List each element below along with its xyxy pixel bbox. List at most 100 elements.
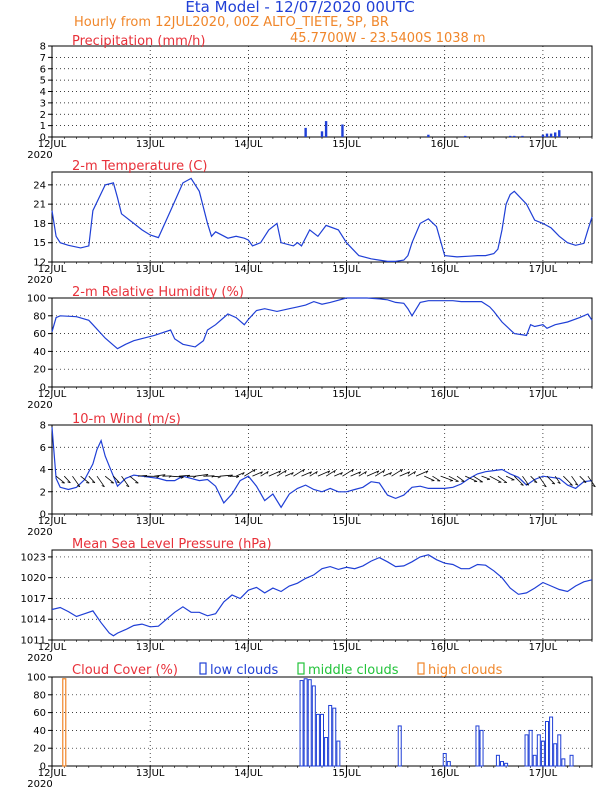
rh-x-tick-label: 15JUL [332, 389, 361, 400]
wind-arrow-head [569, 484, 573, 486]
low-cloud-bar [328, 704, 333, 767]
wind-arrow [481, 475, 491, 480]
mslp-y-tick-label: 1023 [21, 552, 46, 563]
wind-arrow-head [376, 470, 380, 474]
mslp-y-tick-label: 1014 [21, 615, 46, 626]
mslp-x-tick-label: 17JUL [529, 642, 558, 653]
low-cloud-bar [311, 685, 316, 767]
rh-y-tick-label: 80 [33, 311, 46, 322]
wind-arrow [317, 470, 330, 477]
precip-bar [541, 134, 545, 137]
wind-arrow [554, 475, 561, 484]
wind-arrow [301, 471, 312, 477]
precip-year-label: 2020 [27, 150, 52, 161]
low-cloud-bar [303, 678, 308, 767]
wind-arrow [391, 468, 403, 477]
mslp-y-tick-label: 1011 [21, 636, 46, 647]
wind-arrow [522, 475, 530, 486]
precip-x-tick-label: 15JUL [332, 139, 361, 150]
temp-x-tick-label: 15JUL [332, 264, 361, 275]
low-cloud-bar [561, 758, 566, 767]
cloud-y-tick-label: 60 [33, 708, 46, 719]
mslp-panel: 1011 1014 1017 1020 1023 12JUL 13JUL 14JUL 15JUL… [21, 537, 593, 664]
precip-y-tick-label: 8 [40, 42, 46, 53]
low-cloud-bar [532, 754, 537, 767]
wind-arrow [383, 472, 392, 477]
mslp-y-tick-label: 1017 [21, 594, 46, 605]
precip-bar [320, 131, 324, 137]
wind-panel: 0 2 4 6 8 12JUL 13JUL 14JUL 15JUL 16JUL 17JUL 2020 1… [27, 412, 596, 538]
cloud-x-tick-label: 13JUL [136, 768, 165, 779]
legend-middle-clouds-label: middle clouds [308, 663, 399, 678]
wind-arrow-head [144, 475, 148, 478]
low-cloud-bar [475, 725, 480, 767]
temp-title: 2-m Temperature (C) [72, 159, 207, 174]
wind-arrow [88, 475, 96, 484]
wind-title: 10-m Wind (m/s) [72, 412, 181, 427]
wind-arrow [399, 471, 410, 477]
low-cloud-bar [495, 754, 500, 767]
precip-title: Precipitation (mm/h) [72, 34, 205, 49]
wind-arrow [219, 474, 233, 477]
precip-bar [558, 130, 561, 137]
wind-arrow-head [574, 483, 579, 486]
precip-x-tick-label: 17JUL [529, 139, 558, 150]
low-cloud-bar [299, 680, 304, 767]
temp-y-tick-label: 15 [33, 238, 46, 249]
low-cloud-bar [557, 734, 562, 767]
cloud-legend: low clouds middle clouds high clouds [199, 662, 503, 678]
wind-arrow-head [156, 476, 160, 479]
wind-arrow-head [413, 471, 416, 475]
rh-x-tick-label: 13JUL [136, 389, 165, 400]
temp-y-tick-label: 24 [33, 180, 46, 191]
wind-arrow [366, 470, 380, 477]
wind-arrow-head [67, 481, 71, 484]
header-location: Hourly from 12JUL2020, 00Z ALTO_TIETE, S… [74, 15, 389, 30]
header: Eta Model - 12/07/2020 00UTC Hourly from… [74, 0, 486, 46]
wind-arrow-head [193, 475, 197, 479]
wind-arrow [342, 468, 354, 477]
wind-arrow [334, 472, 343, 477]
wind-arrow [170, 475, 184, 478]
wind-arrow-head [116, 481, 120, 484]
mslp-x-tick-label: 14JUL [234, 642, 263, 653]
low-cloud-bar [500, 761, 504, 767]
wind-arrow [63, 475, 71, 484]
wind-arrow [456, 475, 465, 482]
precip-y-tick-label: 7 [40, 53, 46, 64]
wind-arrow-head [583, 481, 587, 483]
low-cloud-bar [553, 743, 558, 767]
rh-y-tick-label: 60 [33, 329, 46, 340]
temp-series-line [51, 177, 593, 262]
cloud-x-tick-label: 12JUL [38, 768, 67, 779]
wind-arrow-head [315, 471, 318, 475]
temp-x-tick-label: 16JUL [430, 264, 459, 275]
rh-x-tick-label: 12JUL [38, 389, 67, 400]
precip-y-tick-label: 2 [40, 110, 46, 121]
wind-arrow [465, 475, 478, 482]
low-cloud-bar [528, 729, 533, 767]
low-cloud-bar [315, 713, 320, 767]
wind-arrow-head [389, 472, 392, 476]
cloud-y-tick-label: 100 [27, 673, 46, 684]
wind-arrow-head [551, 482, 555, 485]
low-cloud-bar [397, 725, 402, 767]
precip-y-tick-label: 1 [40, 121, 46, 132]
wind-arrow [497, 475, 508, 483]
wind-arrow-head [592, 485, 596, 488]
cloud-x-tick-label: 15JUL [332, 768, 361, 779]
temp-y-tick-label: 18 [33, 219, 46, 230]
wind-arrow-head [309, 471, 312, 475]
temp-x-tick-label: 13JUL [136, 264, 165, 275]
wind-arrow-head [407, 471, 411, 475]
mslp-title: Mean Sea Level Pressure (hPa) [72, 537, 272, 552]
wind-arrow [104, 475, 114, 484]
wind-arrow-head [340, 472, 343, 476]
cloud-y-tick-label: 0 [40, 762, 46, 773]
wind-arrow-head [382, 470, 385, 474]
wind-arrow-head [110, 482, 114, 484]
rh-panel: 0 20 40 60 80 100 12JUL 13JUL 14JUL 15JUL 16JUL 17J… [27, 285, 593, 411]
legend-low-clouds-label: low clouds [210, 663, 279, 678]
wind-arrow-head [101, 485, 105, 488]
